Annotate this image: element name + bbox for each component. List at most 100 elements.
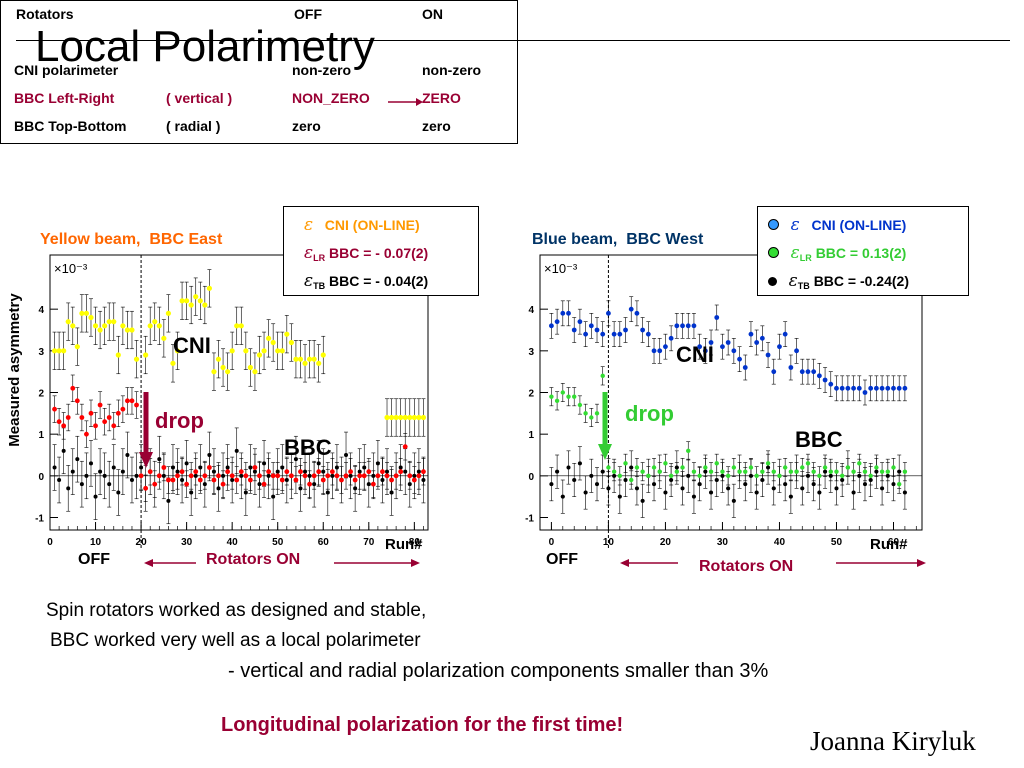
yellow-data-point-2	[234, 448, 239, 453]
yellow-data-point-0	[398, 414, 404, 421]
yellow-data-point-1	[166, 477, 171, 483]
yellow-data-point-1	[65, 415, 71, 420]
blue-data-point-1	[680, 465, 685, 470]
blue-data-point-2	[726, 486, 731, 491]
blue-data-point-1	[754, 473, 759, 479]
blue-data-point-1	[874, 465, 879, 470]
yellow-data-point-0	[111, 319, 117, 325]
blue-data-point-0	[577, 319, 583, 325]
blue-data-point-0	[685, 323, 691, 329]
blue-data-point-0	[782, 331, 788, 337]
yellow-data-point-1	[370, 481, 376, 487]
yellow-data-point-1	[366, 469, 372, 475]
yellow-data-point-1	[52, 406, 57, 412]
blue-data-point-1	[720, 469, 725, 474]
yellow-data-point-2	[84, 473, 89, 478]
blue-x-tick-label: 30	[717, 537, 729, 548]
yellow-legend-lr: εLR BBC = - 0.07(2)	[304, 243, 429, 263]
blue-data-point-2	[595, 482, 600, 487]
blue-data-point-2	[572, 478, 577, 482]
table-row-tb-detail: ( radial )	[166, 118, 221, 134]
yellow-data-point-0	[393, 414, 399, 421]
blue-data-point-1	[817, 473, 822, 479]
yellow-y-tick-label: 1	[38, 430, 44, 441]
yellow-data-point-0	[306, 356, 313, 362]
yellow-data-point-0	[238, 323, 244, 329]
yellow-data-point-0	[170, 360, 176, 366]
green-marker-icon	[768, 247, 779, 258]
blue-data-point-0	[891, 385, 896, 391]
blue-data-point-1	[589, 415, 594, 420]
yellow-data-point-2	[243, 490, 248, 495]
blue-data-point-2	[555, 469, 560, 474]
blue-data-point-1	[663, 461, 668, 466]
blue-data-point-1	[611, 469, 617, 474]
blue-legend: ε CNI (ON-LINE) εLR BBC = 0.13(2) εTB BB…	[757, 206, 969, 296]
yellow-data-point-0	[284, 331, 290, 337]
yellow-data-point-1	[361, 473, 367, 479]
blue-data-point-0	[828, 381, 834, 387]
yellow-drop-arrow-icon	[139, 392, 153, 468]
yellow-data-point-0	[252, 369, 258, 375]
blue-data-point-1	[788, 469, 794, 474]
blue-data-point-1	[674, 469, 680, 474]
yellow-data-point-2	[120, 469, 125, 474]
blue-data-point-0	[606, 310, 611, 316]
blue-data-point-1	[549, 394, 554, 399]
blue-y-tick-label: 4	[528, 305, 534, 316]
yellow-data-point-0	[184, 298, 190, 304]
blue-data-point-0	[549, 323, 554, 329]
yellow-data-point-0	[316, 360, 322, 366]
yellow-data-point-0	[83, 310, 90, 316]
yellow-data-point-0	[102, 323, 108, 329]
blue-data-point-0	[731, 348, 737, 354]
yellow-label-bbc: BBC	[284, 435, 332, 460]
yellow-data-point-1	[202, 473, 208, 479]
blue-data-point-1	[891, 465, 896, 470]
blue-data-point-0	[663, 344, 668, 350]
blue-data-point-1	[834, 469, 839, 474]
yellow-data-point-1	[316, 469, 322, 475]
yellow-data-point-1	[115, 410, 121, 416]
yellow-data-point-1	[411, 477, 417, 483]
yellow-data-point-1	[84, 431, 89, 437]
blue-data-point-1	[737, 469, 742, 474]
yellow-data-point-0	[61, 348, 67, 354]
author-name: Joanna Kiryluk	[810, 726, 976, 756]
yellow-data-point-0	[115, 352, 121, 358]
blue-data-point-1	[634, 465, 640, 470]
blue-marker-icon	[768, 219, 779, 230]
blue-data-point-0	[862, 390, 868, 395]
blue-data-point-0	[702, 348, 708, 354]
blue-legend-lr: εLR BBC = 0.13(2)	[768, 243, 906, 263]
yellow-data-point-1	[143, 485, 149, 491]
blue-data-point-1	[748, 465, 754, 470]
table-header-off: OFF	[294, 6, 322, 22]
blue-data-point-0	[885, 385, 891, 391]
blue-data-point-1	[668, 473, 674, 479]
yellow-data-point-0	[311, 356, 317, 362]
blue-data-point-1	[868, 473, 873, 479]
blue-data-point-0	[634, 310, 640, 316]
blue-data-point-1	[572, 394, 577, 399]
blue-data-point-0	[754, 340, 760, 345]
yellow-data-point-1	[134, 402, 139, 408]
arrow-right-icon	[388, 98, 423, 106]
blue-data-point-1	[760, 469, 765, 474]
blue-data-point-1	[805, 461, 811, 466]
yellow-rotators-arrow-icon	[144, 559, 420, 567]
blue-data-point-0	[697, 344, 703, 350]
yellow-data-point-1	[375, 473, 381, 479]
blue-data-point-2	[788, 494, 793, 499]
yellow-data-point-0	[79, 310, 85, 316]
yellow-label-drop: drop	[155, 408, 204, 433]
yellow-legend: ε CNI (ON-LINE) εLR BBC = - 0.07(2) εTB …	[283, 206, 479, 296]
blue-data-point-1	[714, 461, 719, 466]
blue-data-point-0	[640, 327, 646, 333]
yellow-data-point-1	[70, 385, 76, 391]
blue-data-point-2	[834, 486, 839, 491]
black-marker-icon	[768, 277, 777, 286]
blue-data-point-1	[594, 411, 600, 416]
blue-data-point-2	[857, 473, 862, 478]
